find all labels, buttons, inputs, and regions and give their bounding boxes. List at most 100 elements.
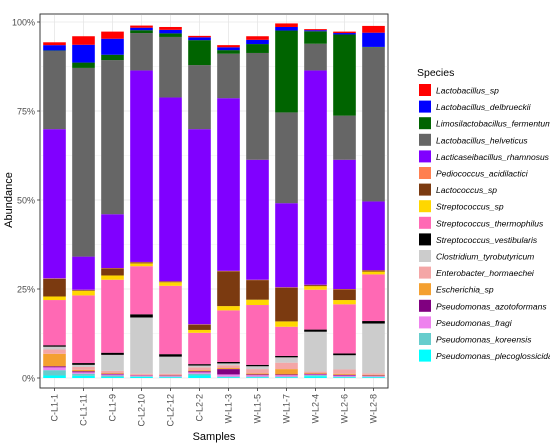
bar-segment: [130, 70, 153, 262]
legend-swatch: [419, 84, 431, 96]
bar-segment: [275, 30, 298, 113]
bar-stack: [130, 25, 153, 378]
legend-swatch: [419, 183, 431, 196]
bar-segment: [333, 289, 356, 301]
plot-border: [39, 13, 389, 389]
bar-segment: [217, 53, 240, 99]
bar-segment: [217, 376, 240, 378]
bar-segment: [304, 373, 327, 374]
bar-stack: [304, 29, 327, 378]
bar-segment: [43, 345, 66, 347]
bar-stack: [246, 36, 269, 378]
bar-segment: [362, 25, 385, 33]
bar-segment: [217, 310, 240, 362]
legend-title: Species: [417, 67, 454, 79]
bar-segment: [275, 321, 298, 327]
bar-segment: [159, 285, 182, 355]
bar-segment: [188, 372, 211, 374]
bar-segment: [159, 282, 182, 286]
bar-segment: [72, 290, 95, 296]
bar-segment: [333, 159, 356, 289]
bar-segment: [362, 270, 385, 272]
bar-segment: [304, 374, 327, 376]
bar-segment: [304, 43, 327, 71]
x-tick-label: C-L1-11: [79, 394, 89, 426]
bar-segment: [188, 365, 211, 368]
bar-segment: [101, 373, 124, 374]
bar-segment: [72, 363, 95, 365]
bar-segment: [43, 278, 66, 297]
bar-segment: [217, 271, 240, 307]
bar-segment: [275, 377, 298, 378]
legend: Species Lactobacillus_sp Lactobacillus_de…: [417, 67, 550, 362]
bar-segment: [188, 370, 211, 372]
bar-segment: [72, 256, 95, 290]
bar-segment: [275, 362, 298, 370]
bar-segment: [188, 40, 211, 66]
bar-stack: [275, 23, 298, 378]
bar-segment: [246, 305, 269, 365]
legend-label: Lactobacillus_helveticus: [436, 135, 528, 145]
legend-swatch: [419, 283, 431, 296]
x-tick-label: W-L1-7: [282, 394, 292, 423]
axes: 0% 25% 50% 75% 100% C-L1-1 C-L1-11 C-L1-9 C-L2-1…: [12, 18, 379, 427]
x-tick-label: W-L1-5: [253, 394, 263, 423]
bar-segment: [304, 371, 327, 374]
bar-segment: [246, 44, 269, 53]
bar-segment: [101, 60, 124, 215]
bar-stack: [333, 31, 356, 378]
bar-stack: [43, 42, 66, 378]
bar-segment: [101, 275, 124, 280]
bar-segment: [130, 317, 153, 374]
legend-label: Limosilactobacillus_fermentum: [436, 119, 550, 129]
bar-segment: [304, 30, 327, 32]
bar-segment: [275, 375, 298, 377]
bar-segment: [101, 38, 124, 55]
plot-panel: [39, 13, 389, 389]
bar-segment: [246, 299, 269, 306]
legend-swatch: [419, 349, 431, 362]
legend-swatch: [419, 266, 431, 279]
bar-segment: [362, 271, 385, 275]
bar-segment: [304, 373, 327, 375]
legend-swatch: [419, 150, 431, 163]
bar-segment: [159, 376, 182, 378]
bar-segment: [333, 304, 356, 354]
bar-segment: [130, 27, 153, 31]
bar-segment: [217, 98, 240, 271]
bar-segment: [101, 354, 124, 371]
bar-segment: [101, 375, 124, 377]
bar-segment: [43, 42, 66, 46]
x-axis-label: Samples: [193, 431, 236, 443]
bar-segment: [130, 25, 153, 28]
legend-label: Lactobacillus_delbrueckii: [436, 102, 532, 112]
legend-swatch: [419, 333, 431, 345]
bar-segment: [304, 70, 327, 285]
bar-segment: [275, 23, 298, 27]
bar-segment: [130, 314, 153, 318]
legend-label: Lactobacillus_sp: [436, 86, 499, 96]
bar-stack: [188, 35, 211, 378]
bar-segment: [101, 279, 124, 353]
bar-segment: [275, 203, 298, 288]
bar-segment: [72, 366, 95, 370]
x-tick-label: C-L2-2: [195, 394, 205, 422]
bar-segment: [275, 369, 298, 375]
bar-segment: [188, 65, 211, 130]
bar-segment: [159, 281, 182, 283]
bar-segment: [159, 26, 182, 30]
bar-segment: [246, 374, 269, 376]
bar-segment: [304, 31, 327, 44]
bar-segment: [72, 295, 95, 364]
bar-segment: [130, 266, 153, 315]
legend-label: Lactococcus_sp: [436, 185, 497, 195]
legend-label: Escherichia_sp: [436, 285, 494, 295]
bar-segment: [159, 354, 182, 357]
bar-segment: [333, 376, 356, 378]
bar-segment: [72, 371, 95, 373]
bar-segment: [333, 369, 356, 374]
bar-segment: [333, 34, 356, 116]
bar-segment: [333, 355, 356, 370]
legend-label: Enterobacter_hormaechei: [436, 268, 535, 278]
bar-segment: [188, 129, 211, 325]
